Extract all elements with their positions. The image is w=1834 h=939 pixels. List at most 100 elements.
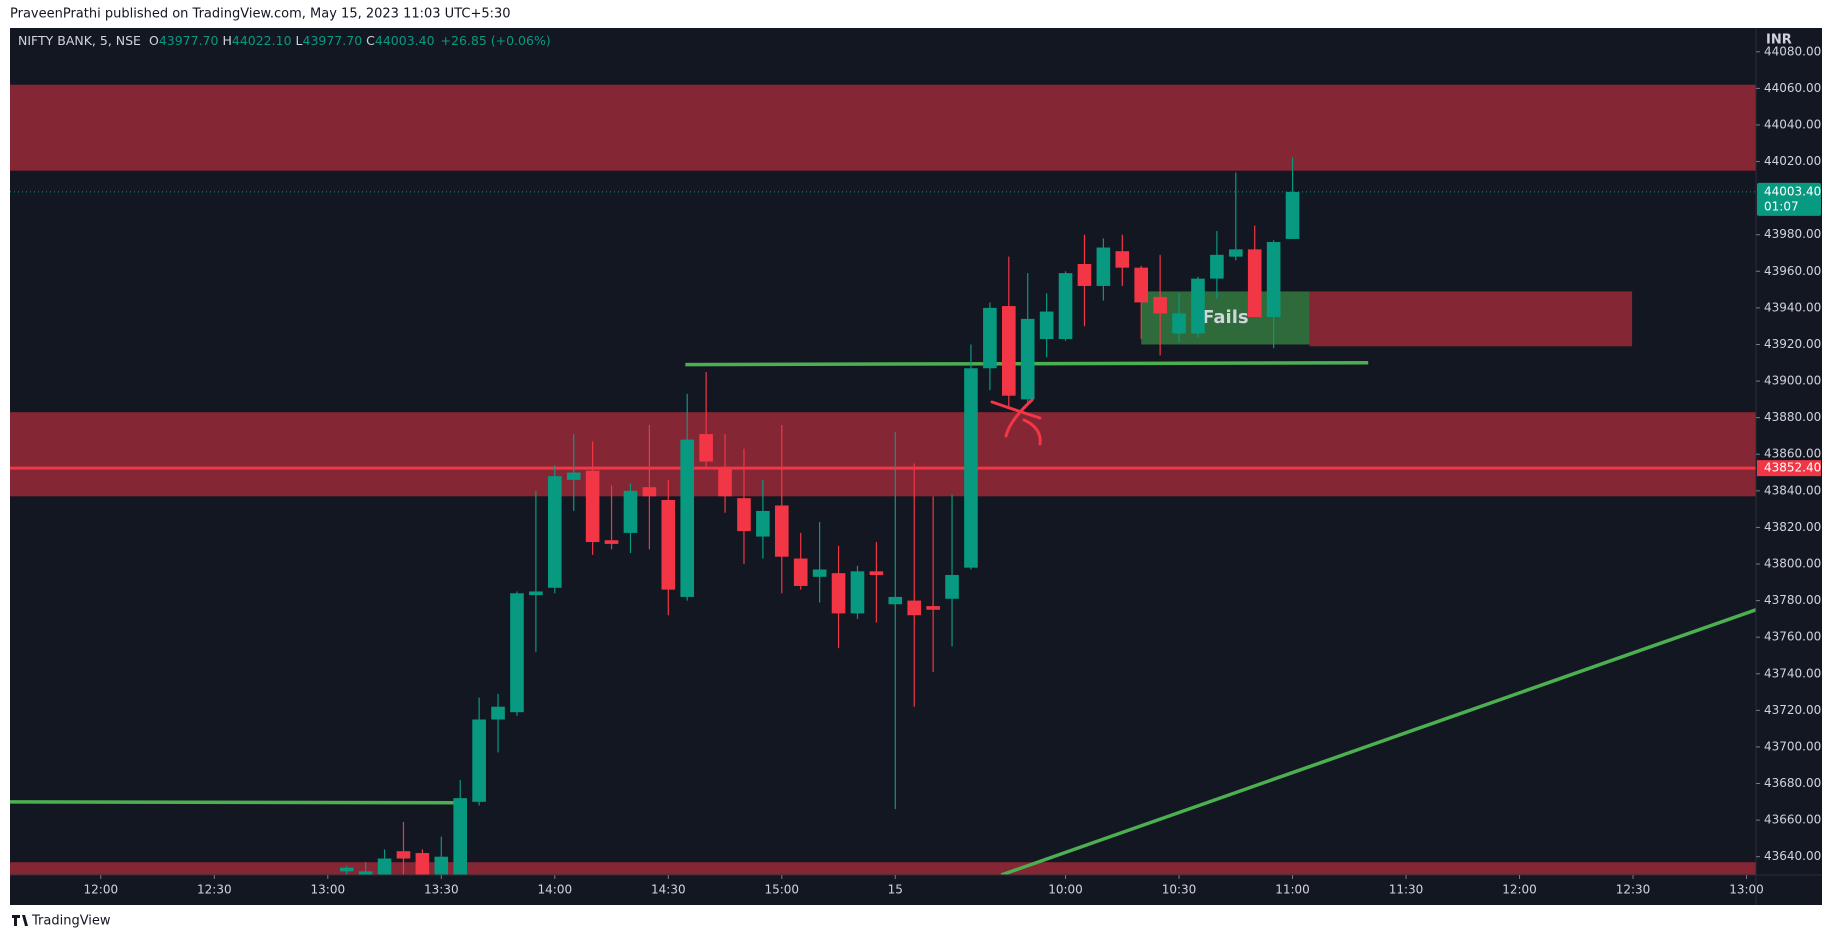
y-tick-label: 43800.00 <box>1764 557 1821 571</box>
candle-body <box>869 571 884 575</box>
symbol-header: NIFTY BANK, 5, NSE O43977.70 H44022.10 L439… <box>18 33 551 48</box>
last-price-box <box>1757 182 1821 216</box>
x-stroke <box>1022 418 1042 446</box>
y-tick-label: 43880.00 <box>1764 410 1821 424</box>
footer-logo: TradingView <box>12 914 111 929</box>
x-tick-label: 12:00 <box>1502 883 1537 897</box>
zone <box>10 862 1756 875</box>
candle-body <box>774 505 789 557</box>
candle-body <box>339 867 354 872</box>
x-tick-label: 10:30 <box>1162 883 1197 897</box>
candle-body <box>604 540 619 544</box>
candle-body <box>585 470 600 543</box>
candle-body <box>888 596 903 605</box>
y-tick-label: 43980.00 <box>1764 227 1821 241</box>
y-tick-label: 43920.00 <box>1764 337 1821 351</box>
y-tick-label: 43840.00 <box>1764 483 1821 497</box>
candle-body <box>831 573 846 614</box>
ohlc-value: 44022.10 <box>232 33 292 48</box>
ohlc-value: 43977.70 <box>303 33 363 48</box>
candle-body <box>1039 311 1054 339</box>
x-tick-label: 15 <box>888 883 903 897</box>
y-tick-label: 43780.00 <box>1764 593 1821 607</box>
y-tick-label: 43960.00 <box>1764 264 1821 278</box>
candle-body <box>1210 254 1224 279</box>
candle-body <box>1247 249 1262 318</box>
y-tick-label: 43660.00 <box>1764 813 1821 827</box>
ohlc-key: C <box>366 33 375 48</box>
candle-body <box>812 569 827 577</box>
x-tick-label: 11:30 <box>1389 883 1424 897</box>
candle-body <box>756 510 770 537</box>
candle-body <box>850 571 865 614</box>
zone-label: Fails <box>1202 307 1248 328</box>
y-tick-label: 43640.00 <box>1764 849 1821 863</box>
candle-body <box>1020 318 1035 400</box>
candle-body <box>718 467 732 497</box>
candle-body <box>983 307 997 369</box>
candle-body <box>1115 251 1130 268</box>
x-tick-label: 10:00 <box>1048 883 1083 897</box>
candle-body <box>453 798 468 875</box>
countdown: 01:07 <box>1764 199 1799 213</box>
level-label: 43852.40 <box>1764 461 1821 475</box>
candle-body <box>529 591 543 596</box>
candle-body <box>1134 267 1149 303</box>
candle-body <box>472 719 486 802</box>
zone <box>1309 291 1633 347</box>
candle-body <box>1266 242 1281 318</box>
x-tick-label: 15:00 <box>764 883 799 897</box>
candle-body <box>964 368 978 568</box>
change: +26.85 (+0.06%) <box>441 33 551 48</box>
ohlc-key: O <box>149 33 159 48</box>
x-tick-label: 14:30 <box>651 883 686 897</box>
y-tick-label: 43720.00 <box>1764 703 1821 717</box>
x-tick-label: 13:00 <box>311 883 346 897</box>
y-tick-label: 43900.00 <box>1764 374 1821 388</box>
trend-line <box>1000 608 1756 875</box>
ohlc-value: 43977.70 <box>159 33 219 48</box>
candle-body <box>926 606 940 610</box>
x-stroke <box>1004 398 1034 438</box>
candle-body <box>434 856 449 875</box>
candle-body <box>377 858 392 875</box>
y-tick-label: 43820.00 <box>1764 520 1821 534</box>
candle-body <box>945 574 959 599</box>
x-tick-label: 13:00 <box>1729 883 1764 897</box>
candle-body <box>642 487 657 497</box>
trend-line <box>10 800 461 805</box>
symbol: NIFTY BANK, 5, NSE <box>18 33 141 48</box>
zone <box>1141 291 1310 345</box>
candle-body <box>661 499 676 590</box>
red-x-drawing <box>990 398 1042 446</box>
x-tick-label: 12:30 <box>197 883 232 897</box>
candle-body <box>907 600 922 616</box>
zone <box>10 412 1756 497</box>
x-tick-label: 11:00 <box>1275 883 1310 897</box>
last-price-label: 44003.40 <box>1764 184 1821 198</box>
y-tick-label: 43680.00 <box>1764 776 1821 790</box>
candle-body <box>1058 273 1073 339</box>
y-tick-label: 43860.00 <box>1764 447 1821 461</box>
candle-body <box>1096 247 1111 286</box>
y-tick-label: 43760.00 <box>1764 630 1821 644</box>
candle-body <box>1172 313 1186 334</box>
candle-body <box>415 853 430 875</box>
candle-body <box>1228 249 1243 257</box>
zone <box>10 84 1756 171</box>
candle-body <box>1153 296 1167 314</box>
attribution: PraveenPrathi published on TradingView.c… <box>10 7 511 22</box>
y-tick-label: 43940.00 <box>1764 300 1821 314</box>
candle-body <box>1077 263 1092 286</box>
ohlc-key: L <box>296 33 303 48</box>
candle-body <box>566 472 581 480</box>
candle-body <box>491 706 505 720</box>
x-tick-label: 14:00 <box>538 883 573 897</box>
y-tick-label: 43700.00 <box>1764 739 1821 753</box>
candle-body <box>1285 191 1300 239</box>
x-tick-label: 12:00 <box>84 883 119 897</box>
plot-area: Fails <box>10 84 1756 875</box>
candle-body <box>793 558 808 586</box>
logo-mark <box>12 915 28 926</box>
y-tick-label: 44040.00 <box>1764 117 1821 131</box>
